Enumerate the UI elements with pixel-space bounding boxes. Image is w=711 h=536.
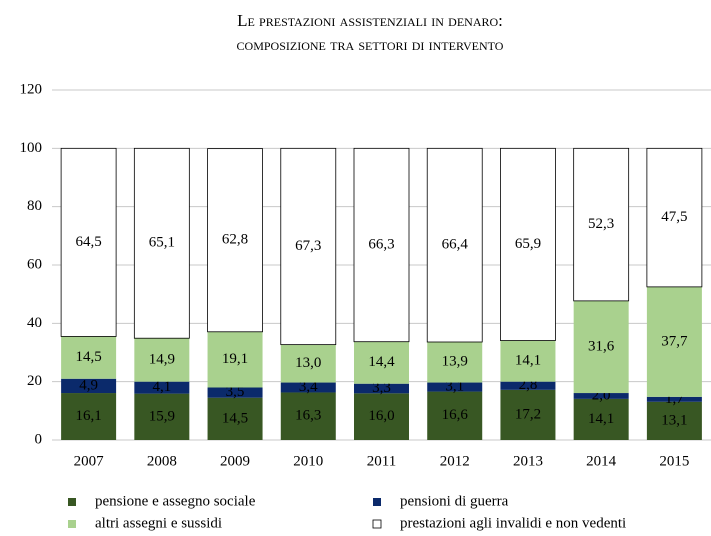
bar-segment: [573, 147, 630, 302]
bar-segment: [354, 341, 409, 384]
bar-segment: [426, 147, 483, 343]
bar-segment: [134, 393, 190, 440]
data-label: 16,6: [442, 407, 469, 423]
bar-segment: [60, 147, 117, 337]
bar-segment: [280, 147, 337, 346]
y-tick-label: 40: [27, 315, 42, 331]
data-label: 64,5: [75, 234, 101, 250]
legend-label: prestazioni agli invalidi e non vedenti: [400, 515, 626, 531]
bar-segment: [133, 147, 190, 339]
x-tick-label: 2008: [147, 453, 177, 469]
data-label: 3,4: [299, 379, 318, 395]
x-tick-label: 2014: [586, 453, 617, 469]
y-tick-label: 0: [35, 431, 43, 447]
bar-segment: [280, 392, 336, 440]
bar-segment: [353, 147, 410, 343]
data-label: 14,1: [588, 411, 614, 427]
data-label: 13,9: [442, 354, 468, 370]
bar-segment: [280, 344, 336, 383]
bar-segment: [573, 398, 629, 440]
data-label: 37,7: [661, 333, 688, 349]
bar-segment: [500, 381, 556, 390]
legend-marker: [372, 519, 382, 529]
data-label: 16,0: [368, 408, 394, 424]
legend-marker: [68, 498, 76, 506]
legend-label: pensioni di guerra: [400, 493, 509, 509]
bar-segment: [134, 338, 190, 382]
bar-segment: [280, 382, 336, 393]
data-label: 47,5: [661, 209, 687, 225]
bar-segment: [354, 383, 409, 394]
x-tick-label: 2011: [367, 453, 396, 469]
chart-title: composizione tra settori di intervento: [237, 35, 504, 54]
x-tick-label: 2010: [293, 453, 323, 469]
data-label: 66,4: [442, 237, 469, 253]
bar-segment: [573, 300, 629, 394]
data-label: 66,3: [368, 236, 394, 252]
legend-marker: [373, 498, 381, 506]
bar-segment: [207, 148, 263, 333]
x-tick-label: 2012: [440, 453, 470, 469]
bar-segment: [646, 401, 702, 440]
bar-segment: [207, 331, 263, 388]
y-tick-label: 60: [27, 256, 42, 272]
x-tick-label: 2015: [659, 453, 689, 469]
bar-segment: [500, 340, 556, 382]
bar-segment: [61, 378, 117, 394]
bar-segment: [61, 336, 117, 379]
data-label: 14,5: [222, 410, 248, 426]
data-label: 13,1: [661, 412, 687, 428]
x-tick-label: 2009: [220, 453, 250, 469]
data-label: 16,3: [295, 408, 321, 424]
data-label: 62,8: [222, 232, 248, 248]
bar-segment: [500, 389, 556, 440]
data-label: 67,3: [295, 238, 321, 254]
legend-label: altri assegni e sussidi: [95, 515, 222, 531]
data-label: 3,3: [372, 380, 391, 396]
data-label: 17,2: [515, 406, 541, 422]
legend-marker: [68, 520, 76, 528]
bar-segment: [573, 393, 629, 399]
bar-segment: [427, 382, 483, 392]
y-tick-label: 80: [27, 198, 42, 214]
y-tick-label: 120: [20, 81, 43, 97]
data-label: 65,9: [515, 236, 541, 252]
data-label: 4,1: [152, 379, 171, 395]
data-label: 4,9: [79, 377, 98, 393]
data-label: 65,1: [149, 235, 175, 251]
legend-label: pensione e assegno sociale: [95, 493, 256, 509]
bar-segment: [646, 396, 702, 402]
y-tick-label: 100: [20, 140, 43, 156]
x-tick-label: 2007: [74, 453, 105, 469]
x-tick-label: 2013: [513, 453, 543, 469]
bar-segment: [354, 393, 409, 440]
data-label: 14,9: [149, 351, 175, 367]
bar-segment: [646, 286, 702, 397]
data-label: 14,4: [368, 354, 395, 370]
data-label: 14,5: [75, 349, 101, 365]
bar-segment: [427, 391, 483, 440]
bar-segment: [134, 381, 190, 394]
data-label: 52,3: [588, 216, 614, 232]
bar-segment: [61, 393, 117, 440]
bar-segment: [427, 342, 483, 383]
bar-segment: [646, 147, 703, 288]
data-label: 16,1: [75, 408, 101, 424]
chart-title: Le prestazioni assistenziali in denaro:: [237, 11, 503, 30]
data-label: 19,1: [222, 351, 248, 367]
bar-segment: [207, 397, 263, 440]
data-label: 3,5: [226, 384, 245, 400]
bar-segment: [207, 387, 263, 398]
bar-segment: [500, 147, 556, 341]
data-label: 13,0: [295, 355, 321, 371]
data-label: 14,1: [515, 353, 541, 369]
y-tick-label: 20: [27, 373, 42, 389]
data-label: 15,9: [149, 408, 175, 424]
data-label: 31,6: [588, 338, 615, 354]
